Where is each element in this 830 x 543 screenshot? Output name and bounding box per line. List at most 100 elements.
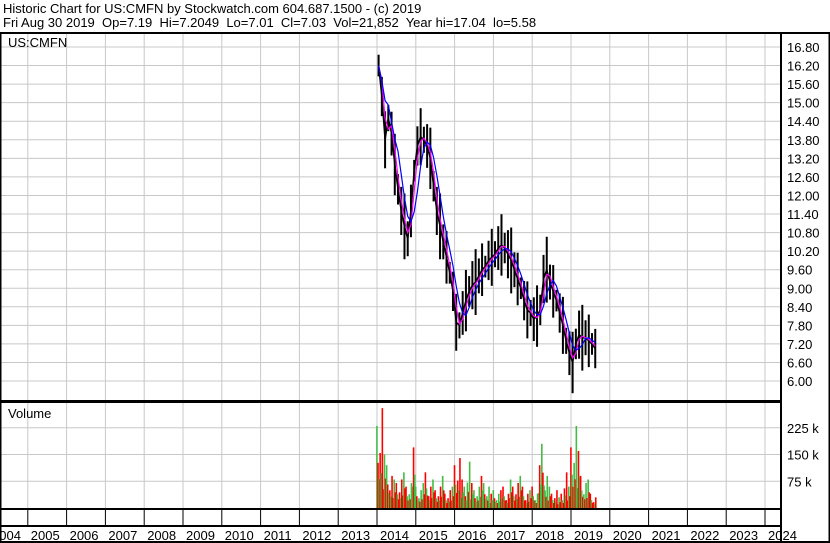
volume-bar xyxy=(537,493,540,508)
volume-bar xyxy=(497,493,500,508)
volume-bar xyxy=(436,501,439,508)
year-label: 2019 xyxy=(574,528,603,543)
volume-bar xyxy=(473,490,475,508)
volume-bar xyxy=(397,499,400,508)
volume-bar xyxy=(386,484,389,508)
volume-bar xyxy=(478,486,481,508)
price-tick-label: 15.00 xyxy=(787,96,820,111)
price-tick-label: 7.20 xyxy=(787,337,812,352)
volume-bar xyxy=(477,500,480,508)
volume-bar xyxy=(447,498,449,508)
price-tick-label: 13.80 xyxy=(787,133,820,148)
volume-bar xyxy=(563,488,566,508)
volume-bar xyxy=(379,453,381,508)
year-label: 2007 xyxy=(108,528,137,543)
volume-bar xyxy=(413,474,416,508)
volume-bar xyxy=(382,489,385,508)
volume-bar xyxy=(423,494,426,508)
volume-bar xyxy=(508,498,511,508)
volume-bar xyxy=(432,479,434,508)
volume-bar xyxy=(440,496,443,508)
volume-bar xyxy=(538,465,541,508)
volume-bar xyxy=(580,490,583,508)
price-tick-label: 7.80 xyxy=(787,318,812,333)
volume-bar xyxy=(535,503,538,508)
volume-bar xyxy=(394,492,397,508)
volume-bar xyxy=(406,496,408,508)
volume-bar xyxy=(519,475,522,508)
year-label: 2024 xyxy=(768,528,797,543)
volume-bar xyxy=(482,483,485,508)
price-tick-label: 6.60 xyxy=(787,355,812,370)
volume-bar xyxy=(583,494,585,508)
volume-bar xyxy=(593,504,596,508)
volume-bar xyxy=(542,472,544,508)
price-tick-label: 11.40 xyxy=(787,207,819,222)
year-label: 2017 xyxy=(496,528,525,543)
volume-bar xyxy=(464,496,467,508)
volume-bar xyxy=(422,483,425,508)
volume-bar xyxy=(460,498,462,508)
volume-bar xyxy=(393,479,395,508)
volume-bar xyxy=(437,496,440,508)
volume-bar xyxy=(552,503,555,508)
volume-bar xyxy=(555,501,557,508)
grid xyxy=(0,33,780,508)
volume-bar xyxy=(454,484,457,508)
volume-bar xyxy=(573,462,575,508)
volume-bar xyxy=(489,503,491,508)
chart-title: Historic Chart for US:CMFN by Stockwatch… xyxy=(3,1,422,16)
volume-bar xyxy=(427,496,430,508)
volume-bar xyxy=(389,490,391,508)
volume-bar xyxy=(536,493,539,508)
volume-bar xyxy=(448,501,450,508)
volume-bar xyxy=(450,500,453,508)
volume-bar xyxy=(582,496,584,508)
volume-bar xyxy=(591,503,594,508)
volume-bar xyxy=(408,494,411,508)
volume-bar xyxy=(444,493,446,508)
volume-bar xyxy=(407,500,410,508)
price-tick-label: 9.00 xyxy=(787,281,812,296)
volume-bar xyxy=(498,501,501,508)
volume-bar xyxy=(412,447,415,508)
volume-bar xyxy=(463,486,466,508)
volume-bar xyxy=(578,476,581,508)
volume-bar xyxy=(414,486,417,508)
price-tick-label: 14.40 xyxy=(787,114,820,129)
volume-bar xyxy=(390,496,392,508)
volume-bar xyxy=(541,443,543,508)
year-label: 2005 xyxy=(31,528,60,543)
chart-frame xyxy=(0,32,830,543)
price-tick-label: 12.60 xyxy=(787,170,820,185)
volume-bar xyxy=(549,496,552,508)
price-series xyxy=(377,54,597,394)
volume-bar xyxy=(491,500,494,508)
volume-bar xyxy=(594,497,597,508)
year-label: 2012 xyxy=(302,528,331,543)
price-tick-label: 6.00 xyxy=(787,374,812,389)
volume-bar xyxy=(558,497,560,508)
volume-bar xyxy=(483,494,486,508)
volume-bar xyxy=(566,500,569,508)
volume-bar xyxy=(517,483,519,508)
volume-bar xyxy=(495,500,498,508)
volume-bar xyxy=(439,486,442,508)
volume-bar xyxy=(592,502,595,508)
volume-bar xyxy=(442,490,445,508)
volume-bar xyxy=(410,483,413,508)
volume-bar xyxy=(494,501,497,508)
volume-bar xyxy=(416,496,418,508)
volume-bar xyxy=(572,486,574,508)
volume-bar xyxy=(516,499,518,508)
year-label: 2010 xyxy=(225,528,254,543)
volume-bar xyxy=(589,493,592,508)
year-axis: 2004 2005 2006 2007 2008 2009 2010 2011 2012 2013… xyxy=(0,508,797,543)
price-tick-label: 16.80 xyxy=(787,40,820,55)
volume-bar xyxy=(587,479,589,508)
price-tick-label: 9.60 xyxy=(787,263,812,278)
volume-bar xyxy=(417,500,419,508)
year-label: 2008 xyxy=(147,528,176,543)
long-moving-average-line xyxy=(378,65,596,351)
volume-bar xyxy=(487,500,489,508)
